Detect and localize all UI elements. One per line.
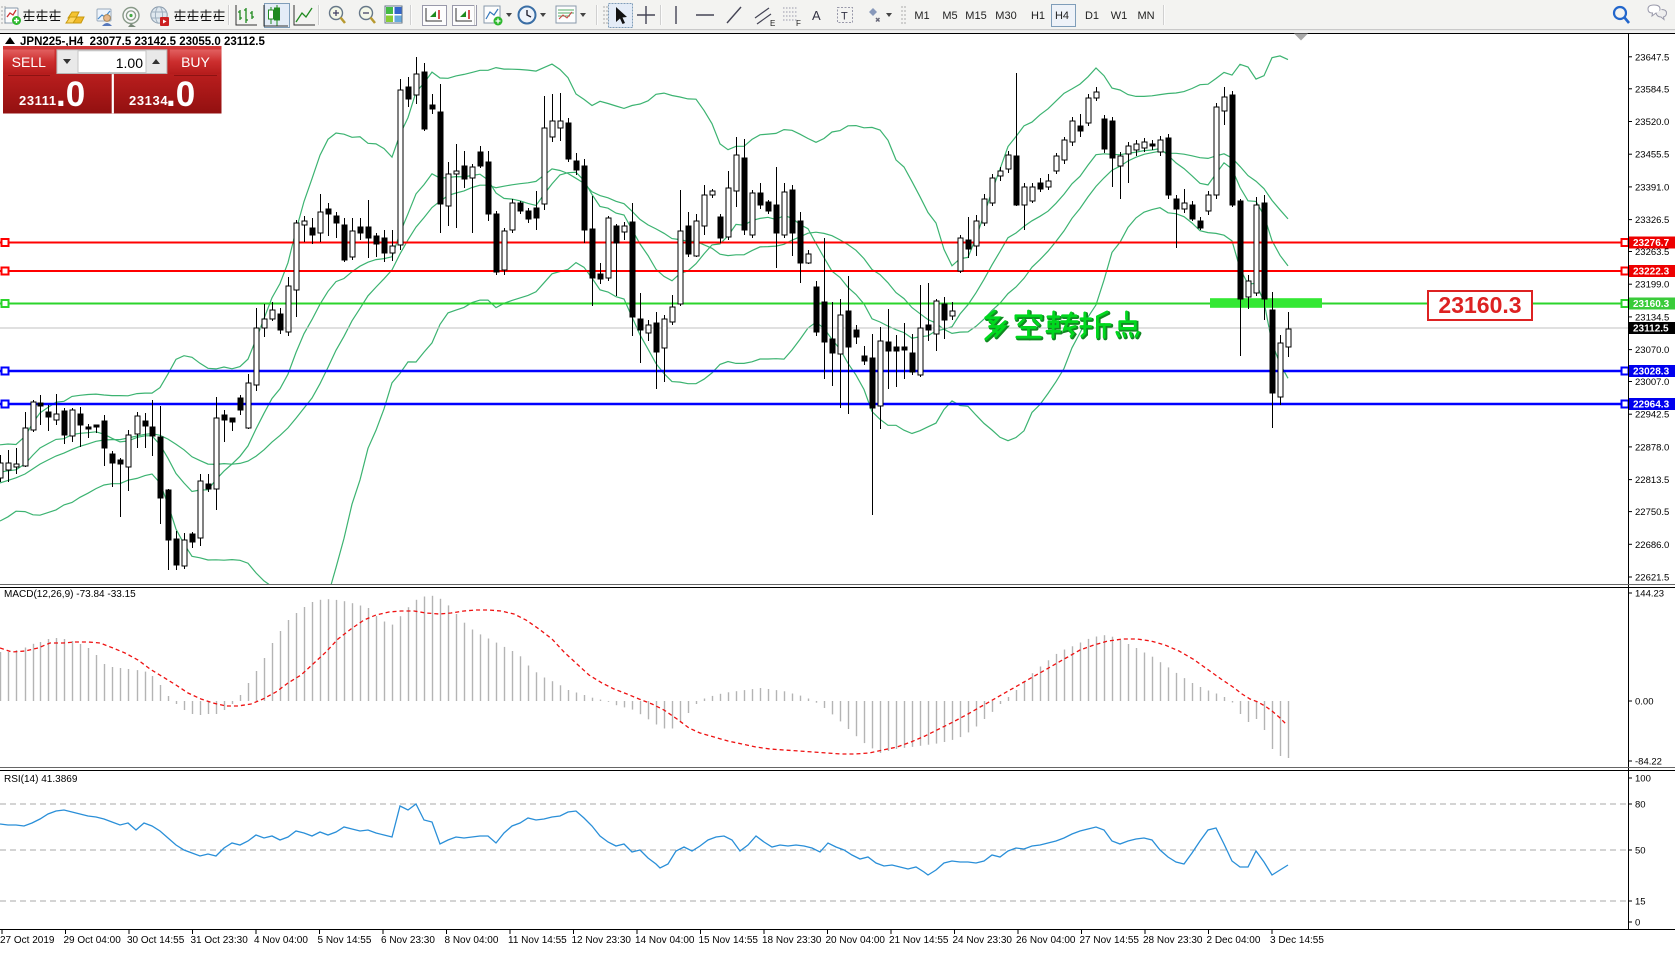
svg-text:23111: 23111 xyxy=(19,93,57,108)
svg-text:0: 0 xyxy=(1635,918,1640,929)
svg-text:.0: .0 xyxy=(56,75,85,114)
svg-text:4 Nov 04:00: 4 Nov 04:00 xyxy=(254,935,308,946)
svg-text:23199.0: 23199.0 xyxy=(1635,280,1669,291)
svg-text:23070.0: 23070.0 xyxy=(1635,345,1669,356)
svg-text:15: 15 xyxy=(1635,897,1646,908)
svg-text:23160.3: 23160.3 xyxy=(1438,292,1521,318)
svg-text:18 Nov 23:30: 18 Nov 23:30 xyxy=(762,935,822,946)
svg-text:23222.3: 23222.3 xyxy=(1633,267,1670,278)
svg-text:23007.0: 23007.0 xyxy=(1635,377,1669,388)
svg-text:23391.0: 23391.0 xyxy=(1635,182,1669,193)
svg-text:6 Nov 23:30: 6 Nov 23:30 xyxy=(381,935,435,946)
svg-text:D1: D1 xyxy=(1085,10,1099,22)
svg-text:27 Nov 14:55: 27 Nov 14:55 xyxy=(1080,935,1140,946)
svg-text:23584.5: 23584.5 xyxy=(1635,84,1669,95)
svg-text:T: T xyxy=(841,11,848,23)
svg-text:23134: 23134 xyxy=(129,93,168,108)
svg-text:MN: MN xyxy=(1137,10,1154,22)
svg-text:MACD(12,26,9) -73.84 -33.15: MACD(12,26,9) -73.84 -33.15 xyxy=(4,589,136,600)
svg-text:-84.22: -84.22 xyxy=(1635,757,1662,768)
svg-text:22750.5: 22750.5 xyxy=(1635,507,1669,518)
svg-text:23326.5: 23326.5 xyxy=(1635,215,1669,226)
svg-text:50: 50 xyxy=(1635,846,1646,857)
svg-text:23263.5: 23263.5 xyxy=(1635,247,1669,258)
svg-text:F: F xyxy=(796,19,801,28)
svg-text:144.23: 144.23 xyxy=(1635,589,1664,600)
svg-text:22942.5: 22942.5 xyxy=(1635,410,1669,421)
svg-text:.0: .0 xyxy=(166,75,195,114)
svg-text:27 Oct 2019: 27 Oct 2019 xyxy=(0,935,55,946)
svg-text:H1: H1 xyxy=(1031,10,1045,22)
svg-text:24 Nov 23:30: 24 Nov 23:30 xyxy=(953,935,1013,946)
svg-text:RSI(14) 41.3869: RSI(14) 41.3869 xyxy=(4,774,78,785)
svg-text:23112.5: 23112.5 xyxy=(1633,324,1669,335)
svg-text:21 Nov 14:55: 21 Nov 14:55 xyxy=(889,935,949,946)
svg-text:A: A xyxy=(812,8,821,23)
svg-text:23028.3: 23028.3 xyxy=(1633,367,1670,378)
svg-text:31 Oct 23:30: 31 Oct 23:30 xyxy=(191,935,249,946)
svg-text:SELL: SELL xyxy=(12,54,46,70)
svg-text:0.00: 0.00 xyxy=(1635,697,1654,708)
svg-text:80: 80 xyxy=(1635,800,1646,811)
svg-text:1.00: 1.00 xyxy=(116,55,143,71)
svg-text:22878.0: 22878.0 xyxy=(1635,442,1669,453)
svg-text:23276.7: 23276.7 xyxy=(1633,238,1670,249)
svg-text:23134.5: 23134.5 xyxy=(1635,312,1669,323)
svg-text:23160.3: 23160.3 xyxy=(1633,299,1670,310)
svg-text:23647.5: 23647.5 xyxy=(1635,52,1669,63)
svg-text:BUY: BUY xyxy=(181,54,210,70)
svg-text:E: E xyxy=(770,19,775,28)
svg-text:22686.0: 22686.0 xyxy=(1635,540,1669,551)
svg-text:22964.3: 22964.3 xyxy=(1633,400,1670,411)
svg-text:23520.0: 23520.0 xyxy=(1635,117,1669,128)
svg-text:M1: M1 xyxy=(914,10,929,22)
svg-text:22813.5: 22813.5 xyxy=(1635,475,1669,486)
svg-text:H4: H4 xyxy=(1055,10,1069,22)
svg-text:12 Nov 23:30: 12 Nov 23:30 xyxy=(572,935,632,946)
svg-text:M30: M30 xyxy=(995,10,1016,22)
svg-text:M15: M15 xyxy=(965,10,986,22)
svg-text:W1: W1 xyxy=(1111,10,1128,22)
svg-text:28 Nov 23:30: 28 Nov 23:30 xyxy=(1143,935,1203,946)
svg-text:8 Nov 04:00: 8 Nov 04:00 xyxy=(445,935,499,946)
svg-text:29 Oct 04:00: 29 Oct 04:00 xyxy=(64,935,122,946)
svg-text:30 Oct 14:55: 30 Oct 14:55 xyxy=(127,935,185,946)
svg-text:15 Nov 14:55: 15 Nov 14:55 xyxy=(699,935,759,946)
svg-text:100: 100 xyxy=(1635,774,1651,785)
svg-text:11 Nov 14:55: 11 Nov 14:55 xyxy=(508,935,567,946)
svg-text:22621.5: 22621.5 xyxy=(1635,573,1669,584)
svg-text:23455.5: 23455.5 xyxy=(1635,150,1669,161)
svg-text:5 Nov 14:55: 5 Nov 14:55 xyxy=(318,935,372,946)
svg-text:3 Dec 14:55: 3 Dec 14:55 xyxy=(1270,935,1324,946)
svg-text:M5: M5 xyxy=(942,10,957,22)
svg-text:26 Nov 04:00: 26 Nov 04:00 xyxy=(1016,935,1076,946)
svg-text:20 Nov 04:00: 20 Nov 04:00 xyxy=(826,935,886,946)
svg-text:2 Dec 04:00: 2 Dec 04:00 xyxy=(1207,935,1261,946)
svg-text:14 Nov 04:00: 14 Nov 04:00 xyxy=(635,935,695,946)
svg-text:JPN225-,H4 23077.5 23142.5 23: JPN225-,H4 23077.5 23142.5 23055.0 23112… xyxy=(20,36,266,48)
